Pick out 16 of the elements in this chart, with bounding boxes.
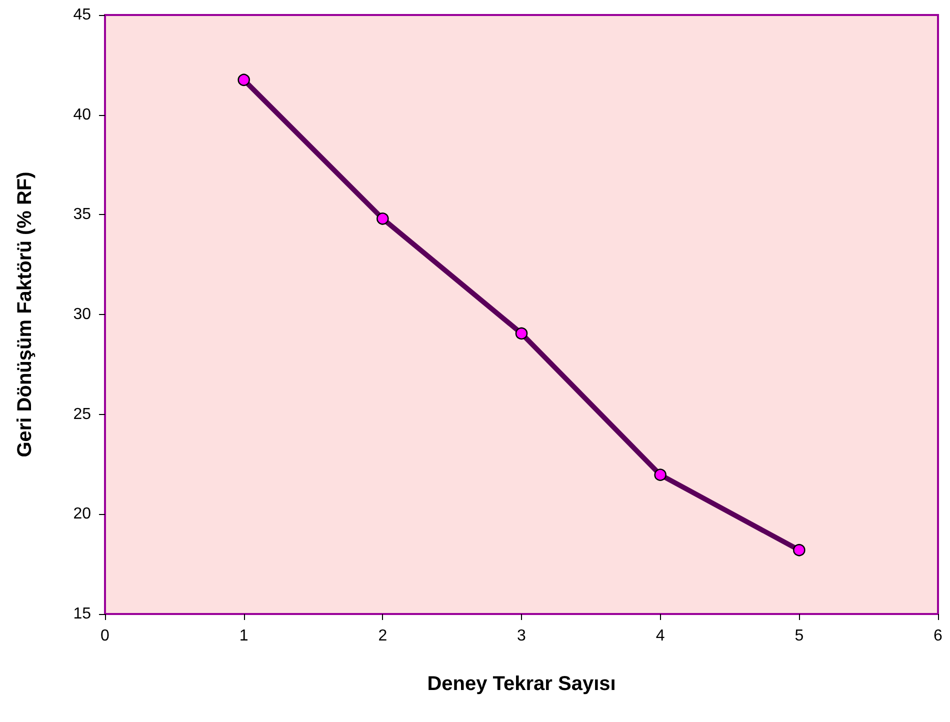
y-tick-label: 35: [73, 206, 92, 224]
x-tick-label: 3: [517, 628, 526, 644]
x-axis-title: Deney Tekrar Sayısı: [427, 673, 616, 695]
y-tick-label: 30: [73, 306, 92, 323]
x-tick-label: 4: [656, 628, 665, 644]
y-tick-label: 15: [73, 606, 92, 622]
x-tick-label: 0: [100, 628, 110, 644]
x-tick-label: 5: [794, 628, 804, 644]
y-axis-title: Geri Dönüşüm Faktörü (% RF): [14, 172, 36, 458]
x-tick-label: 1: [239, 628, 248, 644]
y-tick-label: 25: [73, 406, 92, 423]
x-tick-label: 2: [378, 628, 388, 644]
y-tick-label: 20: [73, 506, 92, 523]
y-tick-label: 45: [73, 6, 92, 24]
x-tick-label: 6: [934, 628, 943, 644]
y-tick-label: 40: [73, 106, 92, 124]
